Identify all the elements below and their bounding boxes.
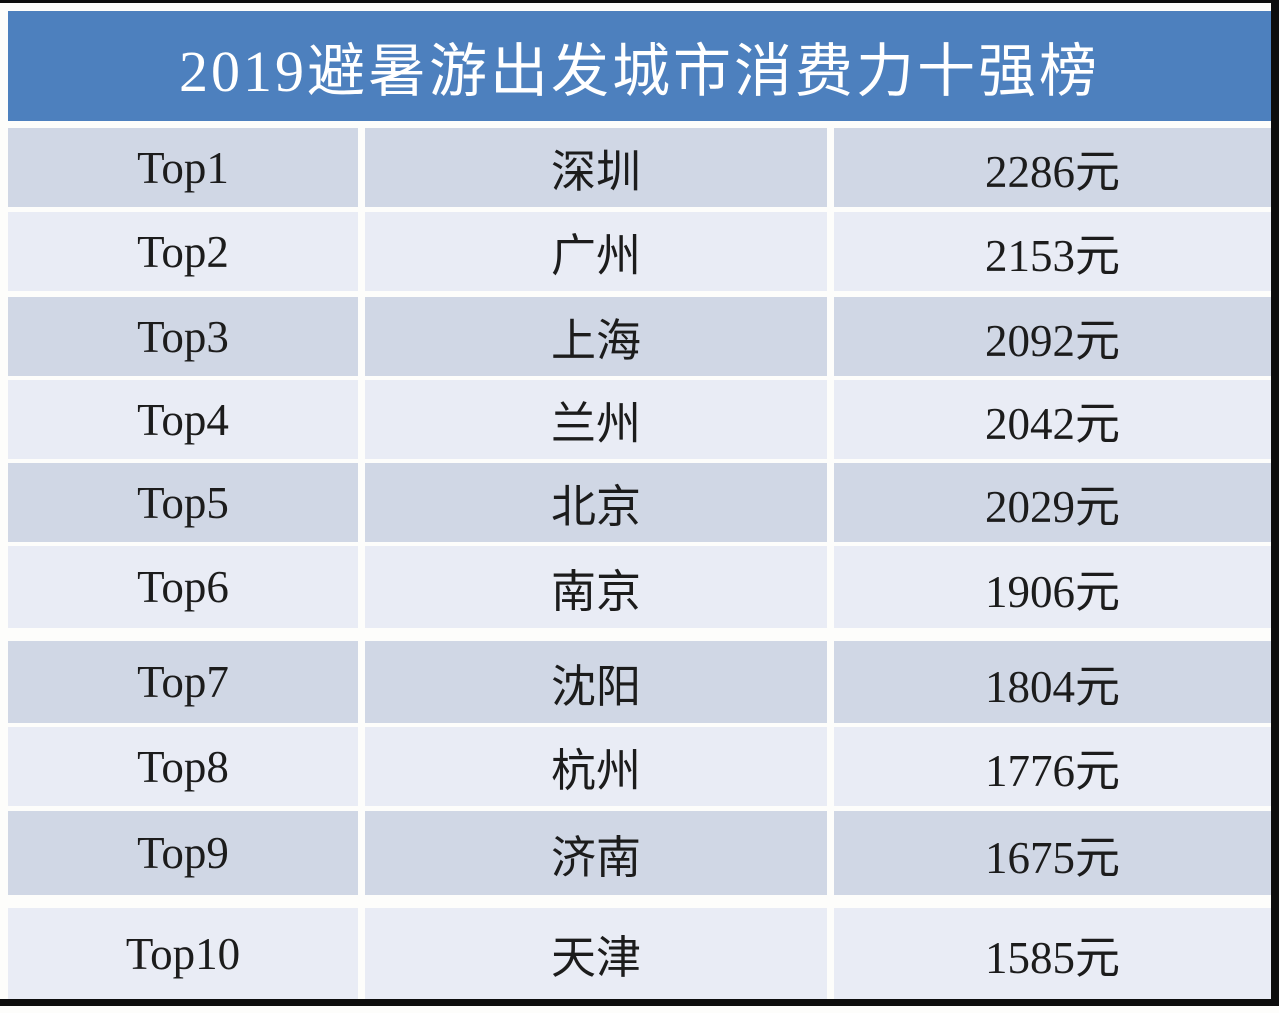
table-row: Top4 兰州 2042元 [8,380,1271,459]
city-cell: 上海 [365,297,827,376]
frame-edge-top [0,0,1279,3]
ranking-table: 2019避暑游出发城市消费力十强榜 Top1 深圳 2286元 Top2 广州 … [8,11,1271,999]
amount-cell: 2153元 [834,212,1271,291]
table-row: Top5 北京 2029元 [8,463,1271,542]
amount-cell: 1804元 [834,641,1271,723]
rank-cell: Top5 [8,463,358,542]
rank-cell: Top7 [8,641,358,723]
table-row: Top6 南京 1906元 [8,546,1271,628]
amount-cell: 2029元 [834,463,1271,542]
table-row: Top1 深圳 2286元 [8,128,1271,207]
amount-cell: 1675元 [834,811,1271,895]
rank-cell: Top9 [8,811,358,895]
city-cell: 深圳 [365,128,827,207]
amount-cell: 2042元 [834,380,1271,459]
frame-edge-bottom [0,999,1279,1006]
table-row: Top2 广州 2153元 [8,212,1271,291]
amount-cell: 1585元 [834,908,1271,999]
amount-cell: 2092元 [834,297,1271,376]
frame-edge-right [1271,0,1279,1006]
amount-cell: 2286元 [834,128,1271,207]
table-rows: Top1 深圳 2286元 Top2 广州 2153元 Top3 上海 2092… [8,128,1271,999]
rank-cell: Top8 [8,727,358,806]
city-cell: 广州 [365,212,827,291]
table-row: Top7 沈阳 1804元 [8,641,1271,723]
rank-cell: Top3 [8,297,358,376]
city-cell: 沈阳 [365,641,827,723]
rank-cell: Top2 [8,212,358,291]
amount-cell: 1906元 [834,546,1271,628]
table-row: Top10 天津 1585元 [8,908,1271,999]
rank-cell: Top4 [8,380,358,459]
page-title: 2019避暑游出发城市消费力十强榜 [8,11,1271,121]
city-cell: 天津 [365,908,827,999]
table-row: Top9 济南 1675元 [8,811,1271,895]
table-row: Top3 上海 2092元 [8,297,1271,376]
city-cell: 南京 [365,546,827,628]
city-cell: 兰州 [365,380,827,459]
city-cell: 杭州 [365,727,827,806]
city-cell: 北京 [365,463,827,542]
rank-cell: Top6 [8,546,358,628]
amount-cell: 1776元 [834,727,1271,806]
rank-cell: Top1 [8,128,358,207]
rank-cell: Top10 [8,908,358,999]
city-cell: 济南 [365,811,827,895]
table-row: Top8 杭州 1776元 [8,727,1271,806]
